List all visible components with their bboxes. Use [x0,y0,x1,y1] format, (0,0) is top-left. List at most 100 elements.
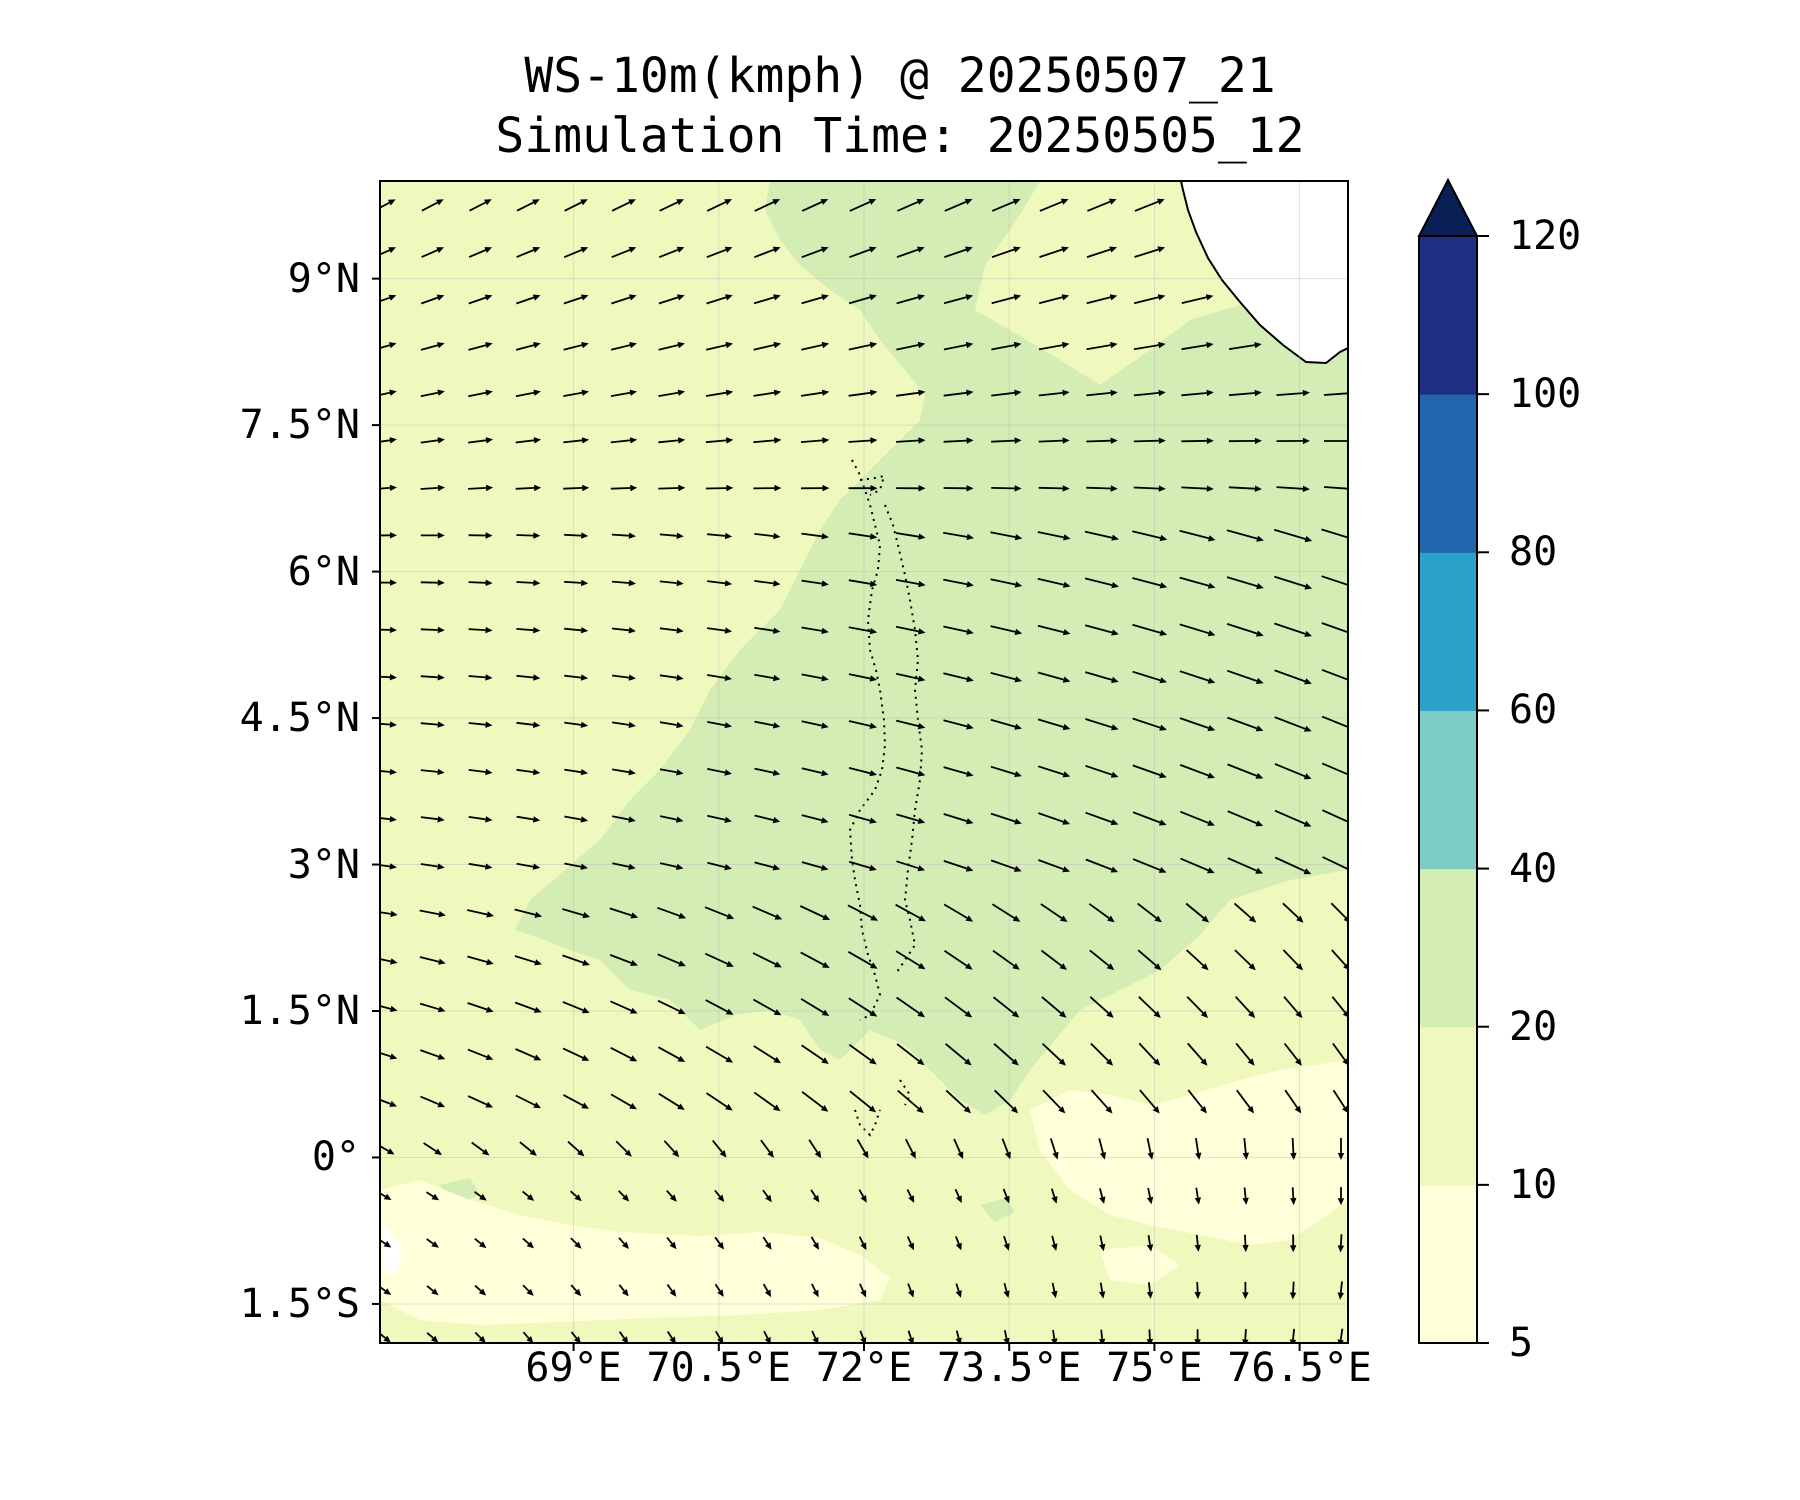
wind-vector [800,389,830,397]
wind-vector [563,294,589,305]
wind-vector [1132,530,1168,542]
wind-vector [896,437,926,444]
wind-vector [1274,716,1312,732]
wind-vector [380,863,397,870]
wind-vector [848,579,878,587]
wind-vector [1085,764,1119,778]
wind-vector [1290,1137,1297,1160]
wind-vector [380,1239,392,1248]
wind-vector [1228,342,1262,350]
wind-vector [992,903,1021,922]
wind-vector [380,1145,395,1155]
wind-vector [419,909,446,918]
wind-vector [896,860,926,872]
wind-vector [658,389,686,397]
wind-vector [1003,1282,1010,1298]
wind-vector [419,956,446,965]
wind-vector [564,199,588,212]
wind-vector [1086,437,1118,444]
wind-vector [563,389,589,397]
wind-vector [753,389,782,397]
wind-vector [991,294,1022,305]
wind-vector [514,908,543,918]
wind-vector [990,859,1022,872]
wind-vector [1084,530,1119,541]
wind-vector [706,580,733,587]
wind-vector [659,579,684,587]
wind-vector [801,1091,829,1112]
wind-vector [705,341,733,351]
wind-vector [1038,389,1070,397]
wind-vector [754,767,781,776]
wind-vector [943,341,974,351]
wind-vector [1133,341,1166,351]
wind-vector [753,294,781,305]
wind-vector [1322,809,1348,823]
wind-vector [659,532,684,539]
wind-vector [380,674,397,681]
wind-vector [380,1005,398,1012]
wind-vector [944,996,973,1018]
wind-vector [1276,389,1310,397]
wind-vector [1283,1042,1302,1066]
wind-vector [1041,996,1067,1018]
wind-vector [1133,294,1166,305]
wind-vector [801,767,829,777]
calm-spot [383,1225,402,1275]
wind-vector [1002,1188,1010,1204]
wind-vector [659,721,684,729]
wind-vector [563,484,590,492]
wind-vector [1133,485,1166,492]
wind-vector [1195,1137,1202,1160]
wind-vector [1086,341,1118,351]
wind-vector [1051,1282,1058,1299]
wind-vector [896,813,926,824]
wind-vector [752,905,783,920]
wind-vector [706,199,732,212]
wind-vector [610,484,638,492]
wind-vector [993,1043,1019,1066]
wind-vector [473,1191,487,1201]
wind-vector [1001,1138,1011,1160]
wind-vector [990,718,1022,730]
wind-vector [1276,437,1310,445]
wind-vector [1089,996,1114,1018]
wind-vector [515,437,542,444]
wind-vector [907,1283,914,1298]
wind-vector [1139,1089,1160,1114]
colorbar-segment [1419,394,1477,553]
wind-vector [800,998,830,1016]
wind-vector [657,999,686,1015]
wind-vector [618,1331,629,1343]
wind-vector [380,342,397,349]
wind-vector [659,199,684,212]
wind-vector [848,1043,877,1065]
colorbar-segment [1419,1184,1477,1344]
colorbar [1417,177,1489,1344]
wind-vector [1332,1042,1348,1066]
wind-vector [847,951,878,969]
wind-speed-field [380,181,1348,1343]
wind-vector [991,437,1022,444]
wind-vector [753,484,782,492]
wind-vector [1132,764,1167,779]
wind-vector [519,1141,537,1156]
wind-vector [1088,903,1115,923]
wind-vector [564,532,589,539]
wind-vector [468,674,493,681]
wind-vector [1187,1042,1208,1066]
wind-vector [1242,1138,1249,1160]
wind-vector [811,1330,819,1343]
wind-vector [1181,437,1214,444]
wind-vector [468,579,493,586]
wind-vector [516,199,540,212]
wind-vector [658,246,685,259]
wind-vector [562,954,590,966]
wind-vector [611,579,636,587]
wind-vector [954,1188,962,1204]
wind-vector [1090,1089,1113,1114]
wind-vector [848,532,878,540]
wind-vector [1331,949,1348,970]
wind-vector [1274,575,1313,590]
wind-vector [618,1284,629,1297]
